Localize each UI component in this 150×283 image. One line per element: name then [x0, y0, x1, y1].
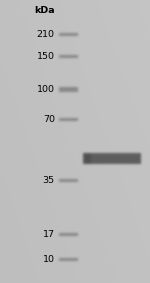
Text: 150: 150	[37, 52, 55, 61]
Text: 17: 17	[43, 230, 55, 239]
Text: 70: 70	[43, 115, 55, 124]
Text: 100: 100	[37, 85, 55, 94]
Text: kDa: kDa	[34, 6, 55, 15]
Text: 210: 210	[37, 30, 55, 39]
Text: 10: 10	[43, 255, 55, 264]
Text: 35: 35	[43, 176, 55, 185]
